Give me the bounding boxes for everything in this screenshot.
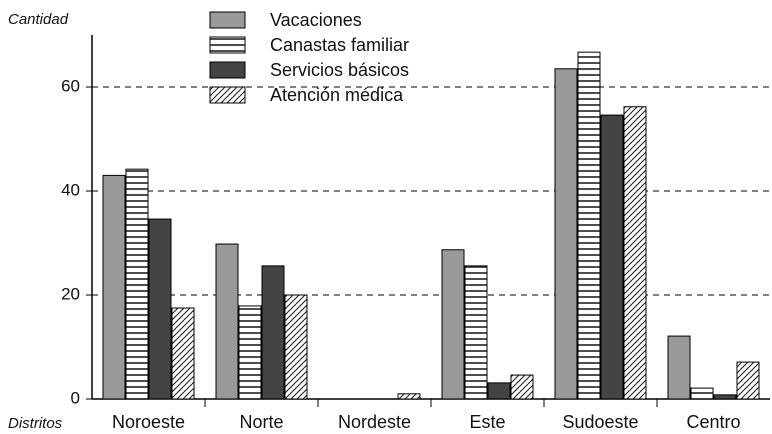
bar — [690, 387, 714, 400]
bar — [238, 305, 262, 400]
legend-swatch — [209, 86, 246, 104]
bar — [577, 51, 601, 400]
legend-swatch — [209, 61, 246, 79]
x-tick-label: Noroeste — [112, 412, 185, 432]
y-tick-label: 20 — [61, 284, 80, 303]
bar — [510, 374, 534, 400]
bar — [667, 335, 691, 400]
bar — [487, 382, 511, 400]
bar — [554, 68, 578, 400]
legend-swatch — [209, 36, 246, 54]
bar — [261, 265, 285, 400]
bar — [713, 394, 737, 400]
bar — [736, 361, 760, 400]
y-axis-label: Cantidad — [8, 11, 69, 28]
bar — [623, 106, 647, 400]
bar — [284, 294, 308, 400]
bar — [125, 168, 149, 400]
bar — [215, 243, 239, 400]
legend-swatch — [209, 11, 246, 29]
y-tick-label: 0 — [71, 388, 80, 407]
x-axis-label: Distritos — [8, 415, 63, 432]
bar — [397, 393, 421, 400]
x-tick-label: Este — [469, 412, 505, 432]
x-tick-label: Centro — [686, 412, 740, 432]
legend-label: Atención médica — [270, 85, 404, 105]
bar — [171, 307, 195, 400]
legend-label: Servicios básicos — [270, 60, 409, 80]
bar — [148, 218, 172, 400]
bar — [102, 174, 126, 400]
bar — [464, 265, 488, 400]
y-tick-label: 60 — [61, 76, 80, 95]
legend-label: Canastas familiar — [270, 35, 409, 55]
legend-label: Vacaciones — [270, 10, 362, 30]
bar — [600, 114, 624, 400]
bar — [441, 249, 465, 400]
x-tick-label: Norte — [239, 412, 283, 432]
y-tick-label: 40 — [61, 180, 80, 199]
x-tick-label: Sudoeste — [562, 412, 638, 432]
x-tick-label: Nordeste — [338, 412, 411, 432]
